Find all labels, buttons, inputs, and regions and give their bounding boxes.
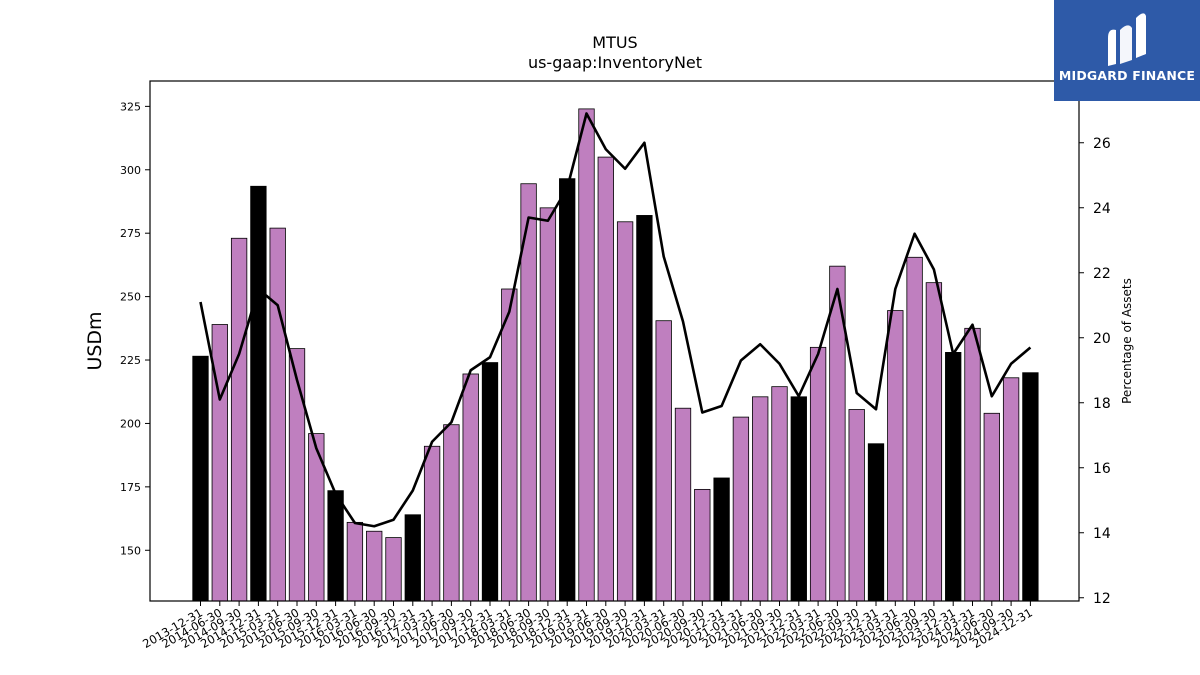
logo-text: MIDGARD FINANCE: [1058, 68, 1196, 83]
bar: [655, 320, 672, 602]
bar: [462, 373, 479, 602]
chart-title: MTUS: [592, 33, 637, 52]
bar: [771, 386, 788, 602]
y2-tick-label: 18: [1093, 396, 1111, 412]
bar: [288, 348, 306, 602]
bar: [250, 185, 267, 602]
chart-subtitle: us-gaap:InventoryNet: [528, 53, 702, 72]
bar: [539, 207, 557, 602]
bar: [192, 355, 209, 602]
bar: [636, 215, 653, 602]
x-axis: 2013-12-312014-06-302014-09-302014-12-31…: [140, 601, 1035, 651]
y-tick-label: 150: [120, 544, 141, 557]
bar: [578, 108, 595, 602]
bar: [443, 424, 460, 602]
y-tick-label: 325: [120, 100, 141, 113]
y2-tick-label: 22: [1093, 266, 1111, 282]
bar: [501, 288, 518, 602]
bar: [1002, 377, 1020, 602]
y-tick-label: 175: [120, 481, 141, 494]
y-tick-label: 275: [120, 227, 141, 240]
series-line: [199, 112, 1032, 528]
y-tick-label: 300: [120, 164, 141, 177]
bar: [983, 412, 1000, 602]
bar: [945, 352, 962, 602]
y2-tick-label: 14: [1093, 526, 1111, 542]
bar: [1022, 372, 1039, 602]
bar: [481, 362, 499, 602]
bar: [366, 530, 383, 602]
bar: [423, 445, 441, 602]
bar: [752, 396, 769, 602]
bar: [327, 490, 344, 602]
bar: [964, 327, 981, 602]
bar: [713, 477, 730, 602]
bar: [809, 346, 827, 602]
logo-mark-icon: [1108, 13, 1146, 66]
bar: [230, 237, 248, 602]
y2-tick-label: 12: [1093, 591, 1111, 607]
bar: [269, 227, 286, 602]
y-tick-label: 200: [120, 417, 141, 430]
bar: [385, 537, 402, 602]
y-tick-label: 250: [120, 291, 141, 304]
bar: [906, 256, 923, 602]
bar: [925, 282, 943, 602]
bar: [732, 416, 750, 602]
y2-tick-label: 26: [1093, 136, 1111, 152]
bar: [674, 407, 692, 602]
midgard-finance-logo: MIDGARD FINANCE: [1054, 0, 1200, 101]
bar: [867, 443, 885, 602]
bars-group: [192, 108, 1039, 602]
y2-tick-label: 20: [1093, 331, 1111, 347]
line-layer: [199, 112, 1032, 528]
bar: [559, 178, 576, 602]
bar: [887, 310, 904, 602]
y2-tick-label: 24: [1093, 201, 1111, 217]
bar: [404, 514, 421, 602]
bar: [694, 488, 711, 602]
y2-axis-label: Percentage of Assets: [1120, 278, 1134, 404]
y2-tick-label: 16: [1093, 461, 1111, 477]
y-tick-label: 225: [120, 354, 141, 367]
y2-axis: 12 14 16 18 20 22 24 26: [1079, 136, 1111, 607]
bar: [597, 156, 614, 602]
y-axis-label: USDm: [84, 311, 106, 370]
y-axis: 150 175 200 225 250 275 300 325: [120, 100, 150, 557]
bar: [346, 521, 364, 602]
bar: [790, 396, 807, 602]
bar: [616, 221, 634, 602]
bar: [848, 409, 865, 602]
plot-frame: [149, 80, 1080, 602]
